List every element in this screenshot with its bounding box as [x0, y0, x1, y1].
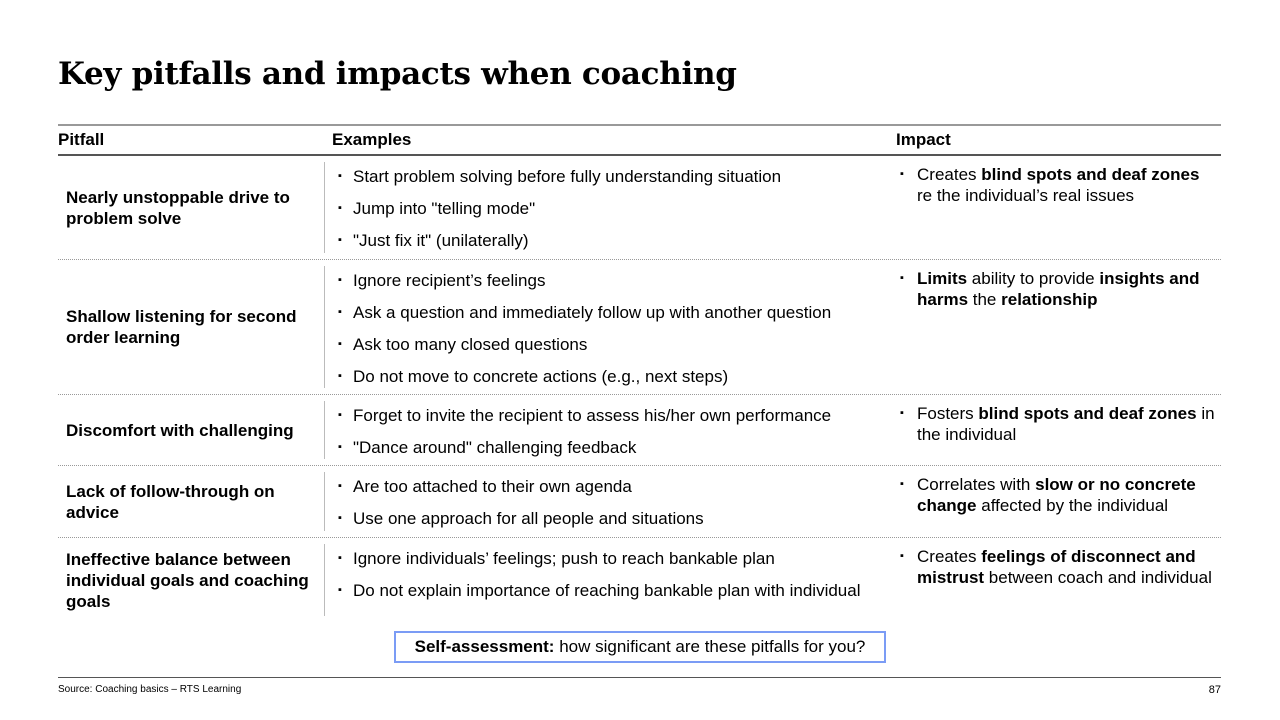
bullet-icon: ▪	[338, 584, 342, 596]
bullet-icon: ▪	[338, 441, 342, 453]
examples-list: ▪ Start problem solving before fully unde…	[324, 162, 903, 253]
examples-list: ▪ Ignore recipient’s feelings ▪ Ask a quest…	[324, 266, 903, 388]
impact-text: ▪ Correlates with slow or no concrete cha…	[900, 474, 1217, 516]
bullet-icon: ▪	[338, 170, 342, 182]
impact-segment: re the individual’s real issues	[917, 186, 1135, 205]
example-item: ▪ Ask a question and immediately follow u…	[338, 302, 903, 323]
header-impact: Impact	[896, 130, 951, 149]
pitfall-label: Lack of follow-through on advice	[66, 481, 275, 522]
example-text: Do not explain importance of reaching ba…	[353, 581, 861, 600]
page-number: 87	[1208, 684, 1221, 696]
impact-segment: in the individual	[917, 404, 1215, 444]
examples-list: ▪ Ignore individuals’ feelings; push to r…	[324, 544, 903, 616]
pitfall-label: Ineffective balance between individual g…	[66, 549, 309, 611]
impact-segment: Fosters	[917, 404, 979, 423]
callout-text: how significant are these pitfalls for y…	[554, 637, 866, 656]
example-item: ▪ Ask too many closed questions	[338, 334, 903, 355]
table-row: Nearly unstoppable drive to problem solv…	[58, 156, 1221, 260]
example-text: Ask too many closed questions	[353, 335, 588, 354]
header-examples: Examples	[332, 130, 412, 149]
bullet-icon: ▪	[900, 168, 904, 180]
impact-segment: Limits	[917, 269, 968, 288]
example-text: Ignore recipient’s feelings	[353, 271, 546, 290]
bullet-icon: ▪	[900, 550, 904, 562]
bullet-icon: ▪	[900, 272, 904, 284]
example-item: ▪ Jump into "telling mode"	[338, 198, 903, 219]
example-text: Use one approach for all people and situ…	[353, 509, 704, 528]
impact-segment: between coach and individual	[984, 568, 1212, 587]
impact-segment: Creates	[917, 547, 982, 566]
impact-text: ▪ Creates blind spots and deaf zones re t…	[900, 164, 1217, 206]
footer-divider	[58, 677, 1221, 678]
example-text: Ignore individuals’ feelings; push to re…	[353, 549, 775, 568]
impact-text: ▪ Fosters blind spots and deaf zones in t…	[900, 403, 1217, 445]
example-item: ▪ Are too attached to their own agenda	[338, 476, 903, 497]
example-item: ▪ Do not move to concrete actions (e.g., …	[338, 366, 903, 387]
bullet-icon: ▪	[338, 370, 342, 382]
bullet-icon: ▪	[900, 407, 904, 419]
impact-segment: blind spots and deaf zones	[978, 404, 1197, 423]
example-text: Start problem solving before fully under…	[353, 167, 782, 186]
pitfall-label: Shallow listening for second order learn…	[66, 307, 297, 347]
bullet-icon: ▪	[900, 478, 904, 490]
table-header: Pitfall Examples Impact	[58, 124, 1221, 156]
impact-segment: feelings of disconnect and mistrust	[917, 547, 1196, 587]
source-note: Source: Coaching basics – RTS Learning	[58, 684, 242, 695]
examples-list: ▪ Forget to invite the recipient to asses…	[324, 401, 903, 459]
impact-segment: relationship	[1001, 290, 1098, 309]
example-text: "Just fix it" (unilaterally)	[353, 231, 529, 250]
bullet-icon: ▪	[338, 409, 342, 421]
example-item: ▪ Do not explain importance of reaching b…	[338, 580, 903, 601]
impact-segment: ability to provide	[967, 269, 1100, 288]
table-row: Shallow listening for second order learn…	[58, 260, 1221, 395]
impact-segment: blind spots and deaf zones	[981, 165, 1200, 184]
bullet-icon: ▪	[338, 234, 342, 246]
example-item: ▪ Use one approach for all people and sit…	[338, 508, 903, 529]
page-title: Key pitfalls and impacts when coaching	[58, 56, 737, 92]
bullet-icon: ▪	[338, 274, 342, 286]
impact-text: ▪ Limits ability to provide insights and …	[900, 268, 1217, 310]
example-item: ▪ "Dance around" challenging feedback	[338, 437, 903, 458]
example-text: Jump into "telling mode"	[353, 199, 536, 218]
example-text: Forget to invite the recipient to assess…	[353, 406, 832, 425]
impact-segment: the	[968, 290, 1002, 309]
bullet-icon: ▪	[338, 306, 342, 318]
table-row: Discomfort with challenging ▪ Forget to in…	[58, 395, 1221, 466]
bullet-icon: ▪	[338, 202, 342, 214]
callout-bold: Self-assessment:	[414, 637, 555, 656]
example-item: ▪ "Just fix it" (unilaterally)	[338, 230, 903, 251]
table-row: Ineffective balance between individual g…	[58, 538, 1221, 622]
impact-text: ▪ Creates feelings of disconnect and mist…	[900, 546, 1217, 588]
example-item: ▪ Ignore individuals’ feelings; push to r…	[338, 548, 903, 569]
table-row: Lack of follow-through on advice ▪ Are too…	[58, 466, 1221, 538]
pitfall-label: Discomfort with challenging	[66, 420, 294, 440]
impact-segment: insights and harms	[917, 269, 1200, 309]
example-item: ▪ Start problem solving before fully unde…	[338, 166, 903, 187]
impact-segment: slow or no concrete change	[917, 475, 1196, 515]
example-text: "Dance around" challenging feedback	[353, 438, 637, 457]
example-item: ▪ Ignore recipient’s feelings	[338, 270, 903, 291]
bullet-icon: ▪	[338, 552, 342, 564]
pitfalls-table: Pitfall Examples Impact Nearly unstoppab…	[58, 124, 1221, 622]
impact-segment: Creates	[917, 165, 982, 184]
pitfall-label: Nearly unstoppable drive to problem solv…	[66, 187, 290, 228]
example-text: Do not move to concrete actions (e.g., n…	[353, 367, 729, 386]
example-item: ▪ Forget to invite the recipient to asses…	[338, 405, 903, 426]
impact-segment: Correlates with	[917, 475, 1036, 494]
impact-segment: affected by the individual	[976, 496, 1169, 515]
example-text: Are too attached to their own agenda	[353, 477, 632, 496]
header-pitfall: Pitfall	[58, 130, 105, 149]
self-assessment-callout: Self-assessment: how significant are the…	[394, 631, 886, 663]
example-text: Ask a question and immediately follow up…	[353, 303, 832, 322]
examples-list: ▪ Are too attached to their own agenda ▪ Us…	[324, 472, 903, 531]
bullet-icon: ▪	[338, 480, 342, 492]
bullet-icon: ▪	[338, 512, 342, 524]
bullet-icon: ▪	[338, 338, 342, 350]
